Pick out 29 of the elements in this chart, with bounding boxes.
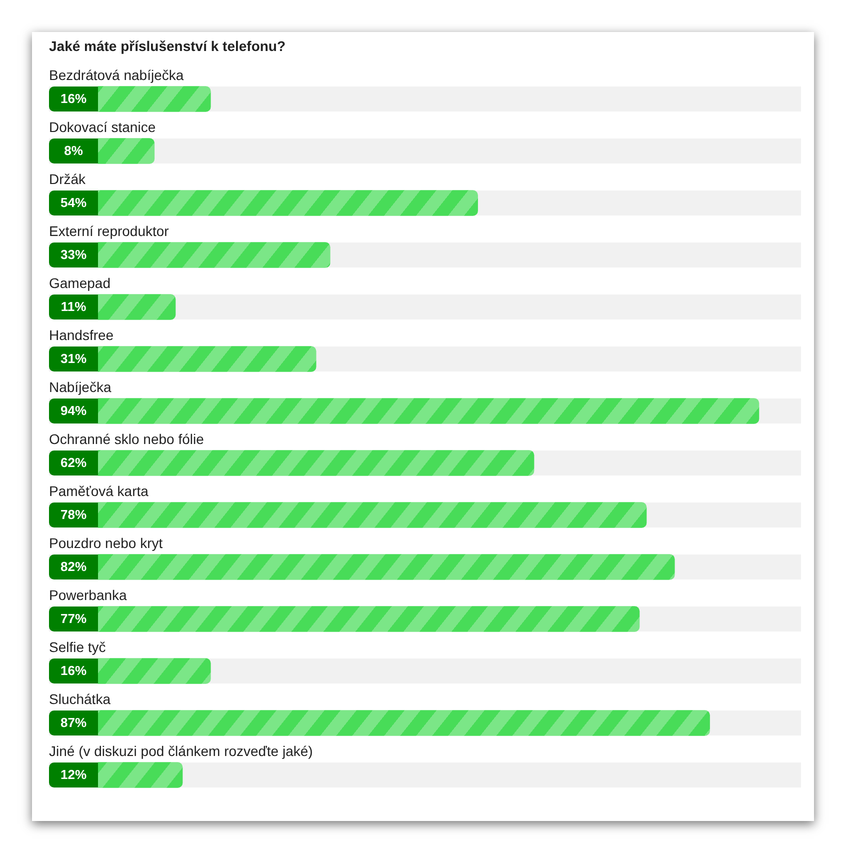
data-label: 78% bbox=[60, 507, 87, 522]
data-label: 94% bbox=[60, 403, 87, 418]
y-tick-label: Ochranné sklo nebo fólie bbox=[49, 430, 204, 447]
y-tick-label: Jiné (v diskuzi pod článkem rozveďte jaké) bbox=[49, 742, 313, 759]
chart-title: Jaké máte příslušenství k telefonu? bbox=[49, 38, 286, 54]
data-label: 54% bbox=[60, 195, 87, 210]
data-label: 12% bbox=[60, 767, 87, 782]
y-tick-label: Pouzdro nebo kryt bbox=[49, 534, 163, 551]
data-label: 8% bbox=[64, 143, 84, 158]
data-label: 77% bbox=[60, 611, 87, 626]
y-tick-label: Sluchátka bbox=[49, 690, 111, 707]
data-label: 16% bbox=[60, 91, 87, 106]
y-tick-label: Držák bbox=[49, 170, 87, 187]
data-label: 11% bbox=[60, 299, 87, 314]
y-tick-label: Powerbanka bbox=[49, 586, 128, 603]
y-tick-label: Handsfree bbox=[49, 326, 114, 343]
data-label: 82% bbox=[60, 559, 87, 574]
y-tick-label: Nabíječka bbox=[49, 378, 112, 395]
y-tick-label: Selfie tyč bbox=[49, 638, 106, 655]
data-label: 62% bbox=[60, 455, 87, 470]
data-label: 16% bbox=[60, 663, 87, 678]
y-tick-label: Paměťová karta bbox=[49, 482, 149, 499]
data-label: 87% bbox=[60, 715, 87, 730]
data-label: 33% bbox=[60, 247, 87, 262]
data-label: 31% bbox=[60, 351, 87, 366]
y-tick-label: Bezdrátová nabíječka bbox=[49, 66, 184, 83]
y-tick-label: Externí reproduktor bbox=[49, 222, 170, 239]
y-tick-label: Gamepad bbox=[49, 274, 110, 291]
y-tick-label: Dokovací stanice bbox=[49, 118, 156, 135]
